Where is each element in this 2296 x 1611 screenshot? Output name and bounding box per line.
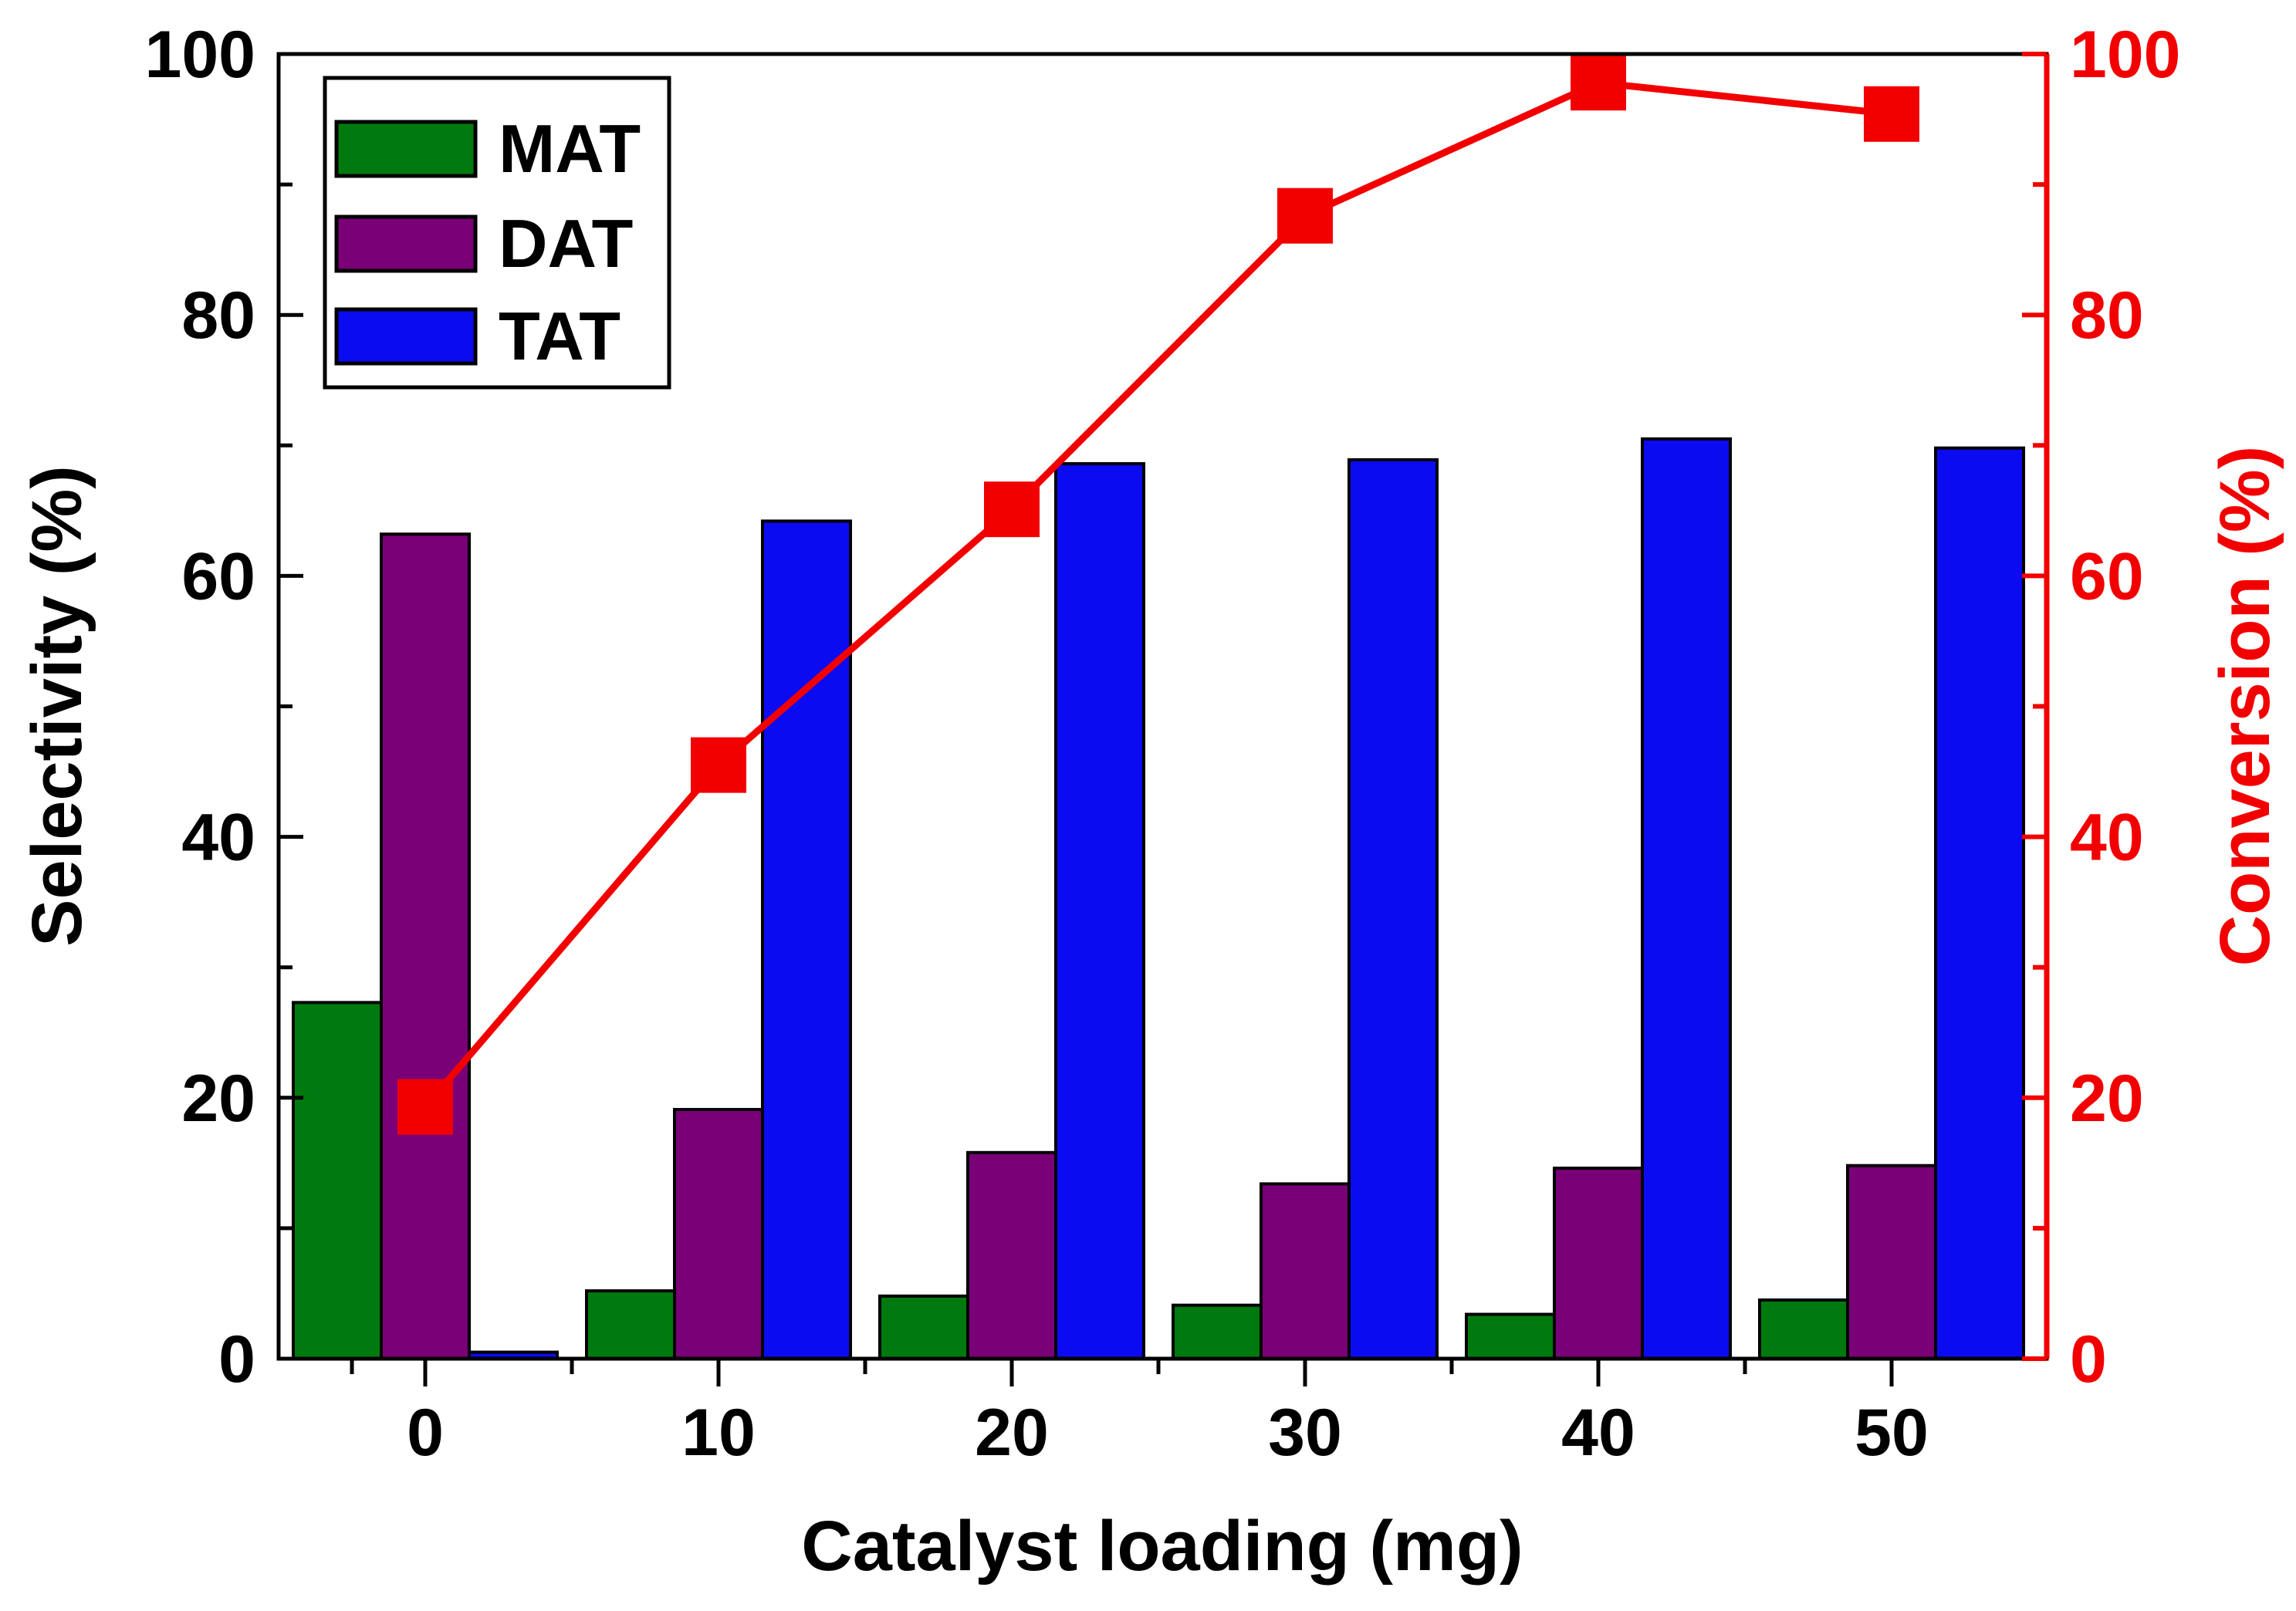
x-tick-label-30: 30 [1268, 1396, 1342, 1470]
bar-mat-40 [1465, 1312, 1556, 1360]
marker-conversion-10 [691, 737, 746, 793]
y2-tick-label-20: 20 [2070, 1062, 2144, 1136]
bar-dat-0 [380, 532, 471, 1361]
marker-conversion-50 [1864, 86, 1919, 142]
bar-dat-50 [1846, 1164, 1937, 1361]
bar-mat-50 [1758, 1298, 1849, 1361]
marker-conversion-0 [397, 1079, 453, 1135]
axes-layer: 0 20 40 60 80 100 0 20 40 60 80 100 0 10 20 30 40 50 [145, 18, 2181, 1470]
y2-tick-label-40: 40 [2070, 801, 2144, 875]
legend-swatch-tat [334, 307, 478, 366]
marker-conversion-30 [1277, 187, 1333, 244]
bar-mat-30 [1172, 1303, 1263, 1360]
bar-tat-40 [1641, 437, 1732, 1360]
bar-mat-10 [585, 1289, 676, 1360]
bar-mat-0 [292, 1001, 383, 1361]
y-tick-label-60: 60 [181, 539, 255, 613]
legend: MAT DAT TAT [323, 76, 671, 390]
bar-dat-40 [1553, 1167, 1644, 1361]
x-tick-label-50: 50 [1855, 1396, 1929, 1470]
bar-tat-50 [1934, 446, 2025, 1360]
x-tick-label-0: 0 [407, 1396, 444, 1470]
legend-label-mat: MAT [499, 110, 641, 187]
y-tick-label-0: 0 [218, 1322, 255, 1397]
y2-tick-label-80: 80 [2070, 279, 2144, 353]
bar-mat-20 [878, 1294, 969, 1361]
bar-tat-20 [1054, 461, 1145, 1360]
bar-tat-30 [1348, 458, 1439, 1360]
y2-tick-label-100: 100 [2070, 18, 2181, 92]
line-conversion [422, 79, 1892, 1109]
bar-tat-10 [761, 519, 852, 1360]
y-axis-label: Selectivity (%) [18, 465, 96, 947]
legend-label-tat: TAT [499, 298, 620, 374]
bar-dat-20 [966, 1150, 1057, 1361]
y-tick-label-100: 100 [145, 18, 256, 92]
y-tick-label-40: 40 [181, 801, 255, 875]
x-tick-label-10: 10 [681, 1396, 756, 1470]
bars-layer [292, 437, 2025, 1361]
bar-dat-10 [673, 1108, 764, 1361]
legend-swatch-dat [334, 214, 478, 273]
conversion-line-layer [397, 55, 1919, 1135]
legend-swatch-mat [334, 120, 478, 178]
bar-dat-30 [1260, 1182, 1351, 1360]
y2-axis-label: Conversion (%) [2206, 446, 2284, 967]
marker-conversion-20 [984, 481, 1040, 538]
x-tick-label-20: 20 [975, 1396, 1049, 1470]
x-tick-label-40: 40 [1561, 1396, 1635, 1470]
y2-tick-label-60: 60 [2070, 539, 2144, 613]
y-tick-label-80: 80 [181, 279, 255, 353]
y-tick-label-20: 20 [181, 1062, 255, 1136]
marker-conversion-40 [1571, 55, 1626, 111]
y2-tick-label-0: 0 [2070, 1322, 2107, 1397]
legend-label-dat: DAT [499, 205, 633, 282]
x-axis-label: Catalyst loading (mg) [801, 1507, 1523, 1586]
